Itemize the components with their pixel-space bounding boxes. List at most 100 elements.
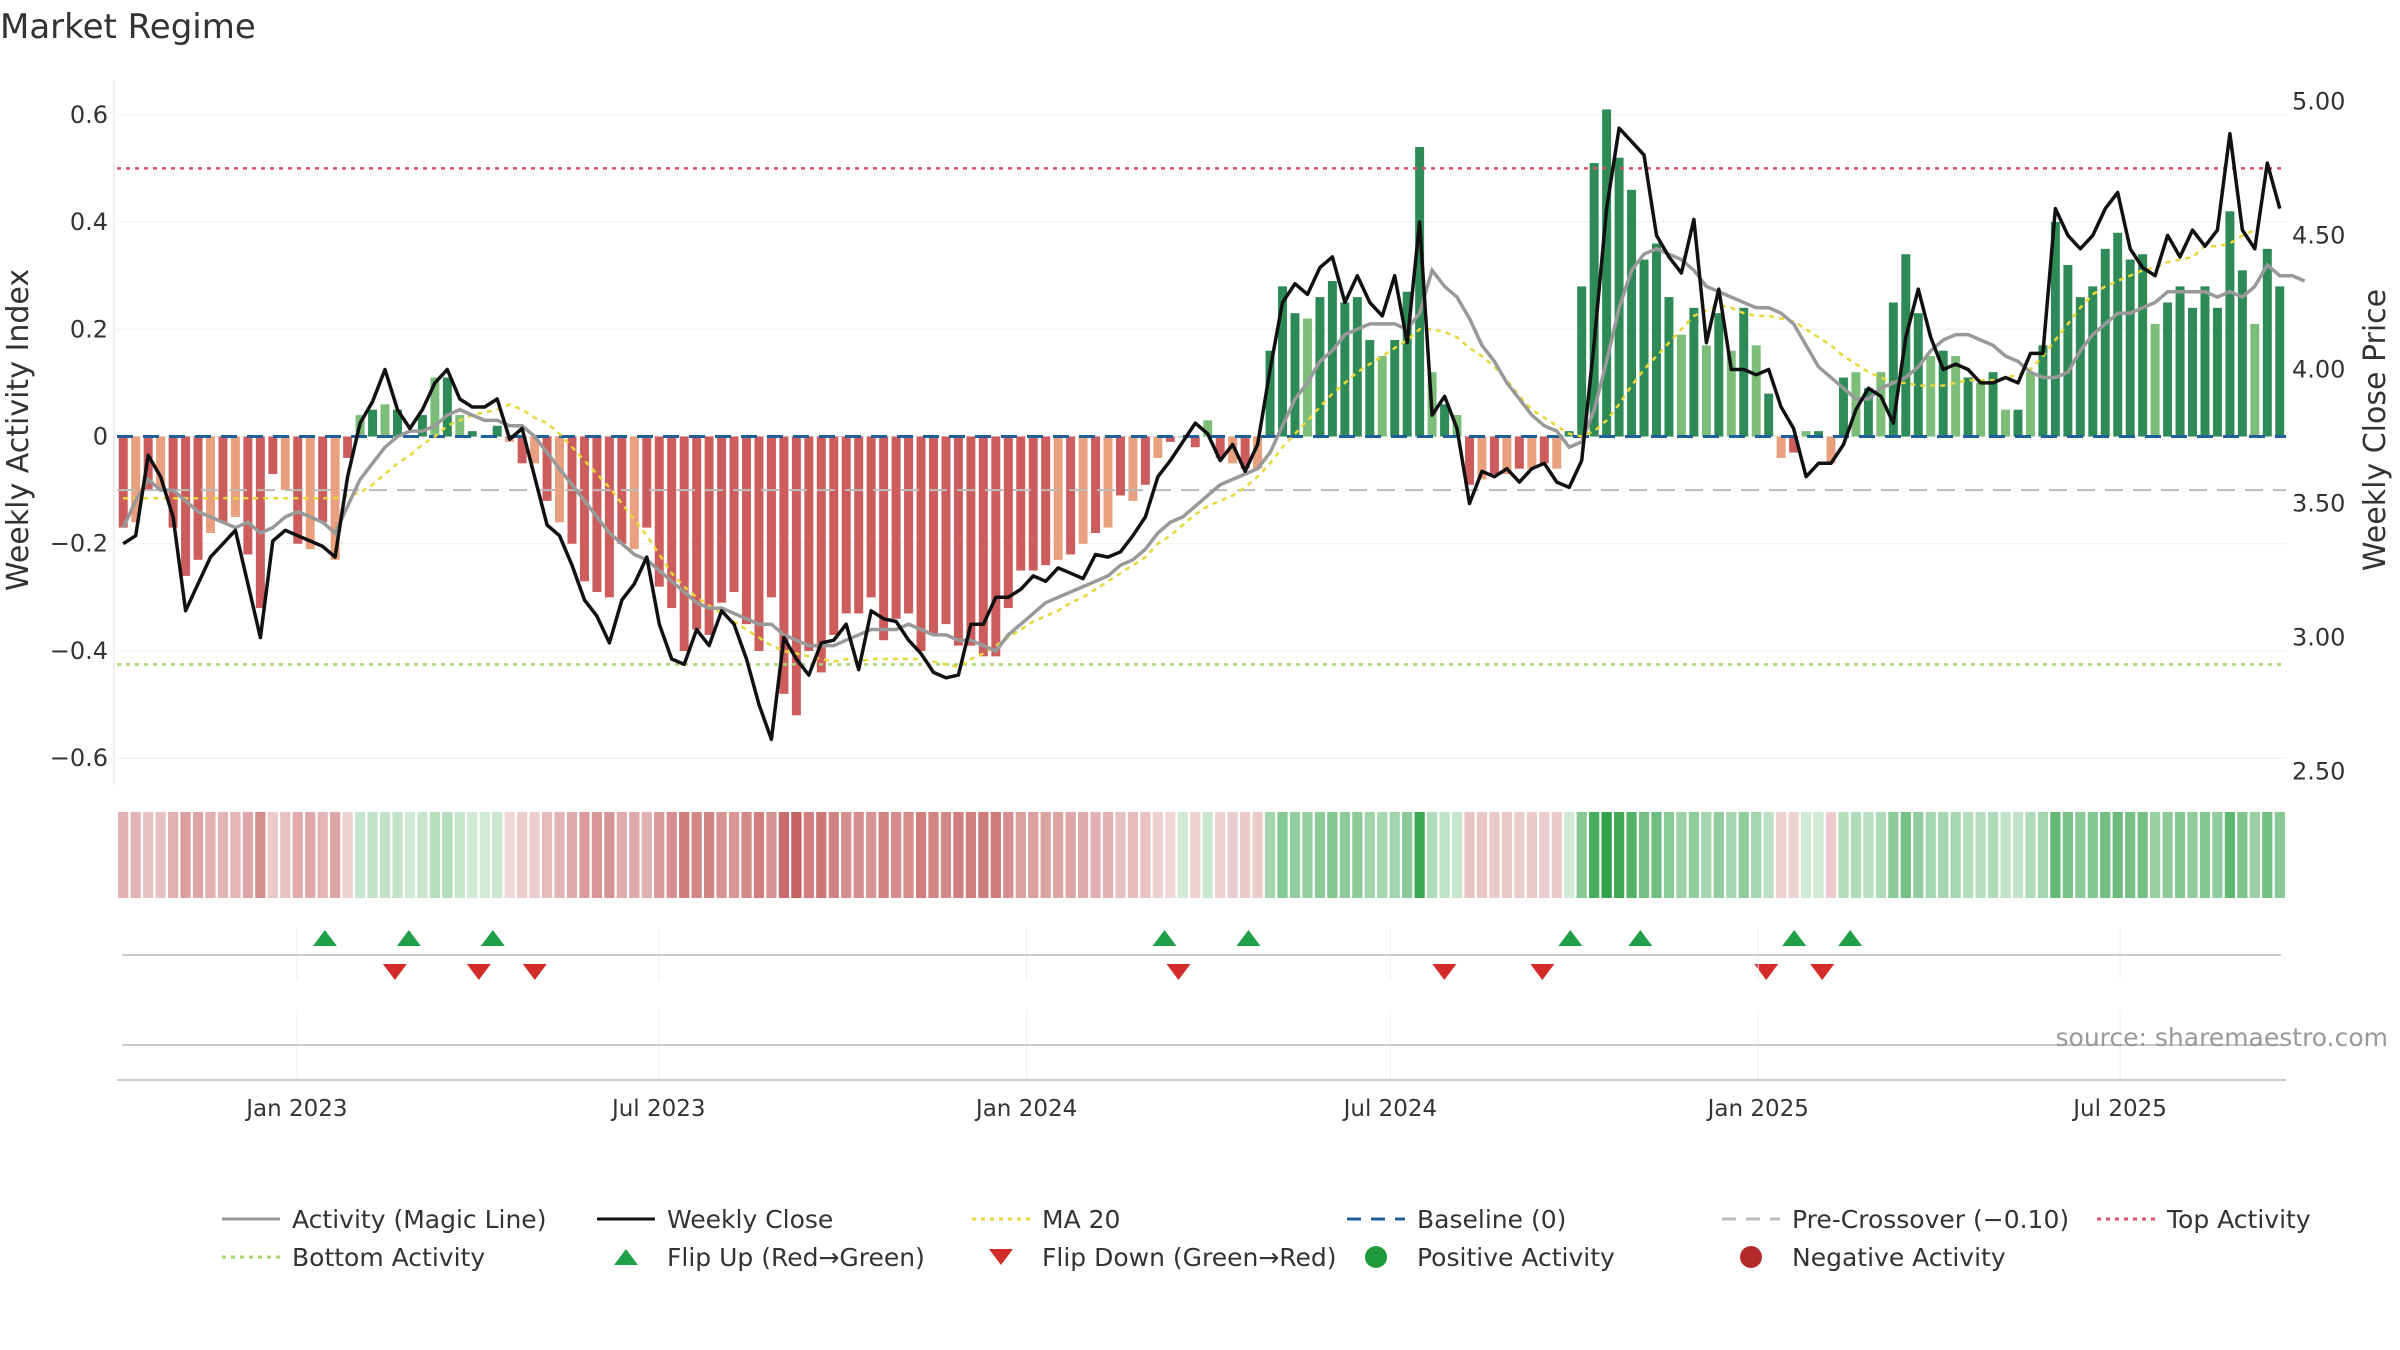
- heat-cell: [2199, 812, 2211, 898]
- activity-bar: [230, 436, 240, 517]
- heat-cell: [841, 812, 852, 898]
- heat-cell: [1352, 812, 1363, 898]
- activity-bar: [1240, 436, 1250, 469]
- activity-bar: [2250, 323, 2260, 437]
- activity-bar: [717, 436, 727, 603]
- heat-cell: [629, 812, 640, 898]
- activity-bar: [1253, 436, 1263, 469]
- heat-cell: [1900, 812, 1911, 898]
- flip-down-marker: [1530, 964, 1555, 980]
- activity-bar: [1652, 243, 1661, 437]
- activity-bar: [2001, 409, 2011, 437]
- heat-cell: [1738, 812, 1749, 898]
- activity-bar: [1327, 281, 1337, 437]
- heat-cell: [2012, 812, 2024, 898]
- heat-cell: [330, 812, 341, 898]
- heat-cell: [2000, 812, 2011, 898]
- heat-cell: [1638, 812, 1650, 898]
- y-axis-right: 5.00 4.50 4.00 3.50 3.00 2.50: [2292, 87, 2345, 785]
- activity-bar: [1589, 163, 1599, 437]
- heat-cell: [2050, 812, 2061, 898]
- activity-bar: [2138, 254, 2148, 437]
- regime-heat-strip: [118, 812, 2285, 898]
- activity-bar: [1115, 436, 1125, 496]
- heat-cell: [791, 812, 802, 898]
- heat-cell: [2037, 812, 2049, 898]
- activity-bar: [1776, 436, 1786, 458]
- heat-cell: [1888, 812, 1899, 898]
- activity-bar: [654, 436, 664, 587]
- heat-cell: [404, 812, 416, 898]
- heat-cell: [205, 812, 216, 898]
- heat-cell: [1688, 812, 1699, 898]
- activity-bar: [280, 436, 290, 491]
- heat-cell: [579, 812, 590, 898]
- y-tick-right: 3.50: [2292, 490, 2345, 518]
- activity-bar: [1913, 313, 1923, 437]
- activity-bar: [1826, 436, 1836, 464]
- activity-bar: [1265, 350, 1275, 437]
- heat-cell: [978, 812, 989, 898]
- activity-bar: [1016, 436, 1026, 571]
- activity-bar: [2088, 286, 2098, 437]
- heat-cell: [2100, 812, 2111, 898]
- activity-bar: [754, 436, 764, 651]
- activity-bar: [1527, 436, 1537, 469]
- heat-cell: [1414, 812, 1425, 898]
- activity-bar: [1390, 339, 1400, 437]
- activity-bar: [430, 377, 440, 437]
- activity-bar: [1539, 436, 1549, 464]
- heat-cell: [417, 812, 428, 898]
- heat-cell: [192, 812, 204, 898]
- heat-cell: [280, 812, 291, 898]
- activity-bar: [854, 436, 864, 614]
- heat-cell: [2174, 812, 2186, 898]
- heat-cell: [1925, 812, 1936, 898]
- heat-cell: [1451, 812, 1463, 898]
- activity-bar: [1215, 436, 1225, 458]
- activity-bar: [530, 436, 540, 464]
- heat-cell: [2062, 812, 2073, 898]
- heat-cell: [180, 812, 191, 898]
- heat-cell: [716, 812, 727, 898]
- legend-label: Bottom Activity: [292, 1243, 485, 1272]
- heat-cell: [1776, 812, 1787, 898]
- activity-magic-line: [121, 246, 2306, 654]
- heat-cell: [392, 812, 403, 898]
- flip-up-marker: [1236, 930, 1261, 946]
- y-tick-right: 4.00: [2292, 355, 2345, 383]
- activity-bar: [604, 436, 614, 598]
- activity-bar: [206, 436, 215, 534]
- activity-bar: [742, 436, 751, 625]
- heat-cell: [1028, 812, 1039, 898]
- heat-cell: [255, 812, 266, 898]
- heat-cell: [1975, 812, 1986, 898]
- activity-bar: [1951, 356, 1961, 437]
- heat-cell: [554, 812, 565, 898]
- heat-cell: [1314, 812, 1326, 898]
- heat-cell: [753, 812, 765, 898]
- activity-bar: [1814, 431, 1824, 437]
- y-tick-left: −0.6: [50, 744, 108, 772]
- heat-cell: [666, 812, 677, 898]
- activity-bar: [118, 436, 128, 528]
- heat-cell: [1825, 812, 1837, 898]
- activity-bar: [1465, 436, 1474, 485]
- activity-bar: [1938, 350, 1948, 437]
- heat-cell: [1763, 812, 1774, 898]
- flip-up-marker: [312, 930, 337, 946]
- heat-cell: [1140, 812, 1151, 898]
- flip-up-marker: [396, 930, 421, 946]
- heat-cell: [1875, 812, 1886, 898]
- flip-up-marker: [1152, 930, 1177, 946]
- heat-cell: [504, 812, 515, 898]
- activity-bar: [380, 404, 390, 437]
- activity-bar: [1577, 286, 1587, 437]
- heat-cell: [2150, 812, 2161, 898]
- legend-item: Pre-Crossover (−0.10): [1722, 1205, 2069, 1234]
- heat-cell: [1427, 812, 1438, 898]
- heat-cell: [1813, 812, 1824, 898]
- activity-bar: [2125, 259, 2135, 437]
- reference-lines: [117, 167, 2286, 666]
- activity-bar: [1764, 393, 1774, 437]
